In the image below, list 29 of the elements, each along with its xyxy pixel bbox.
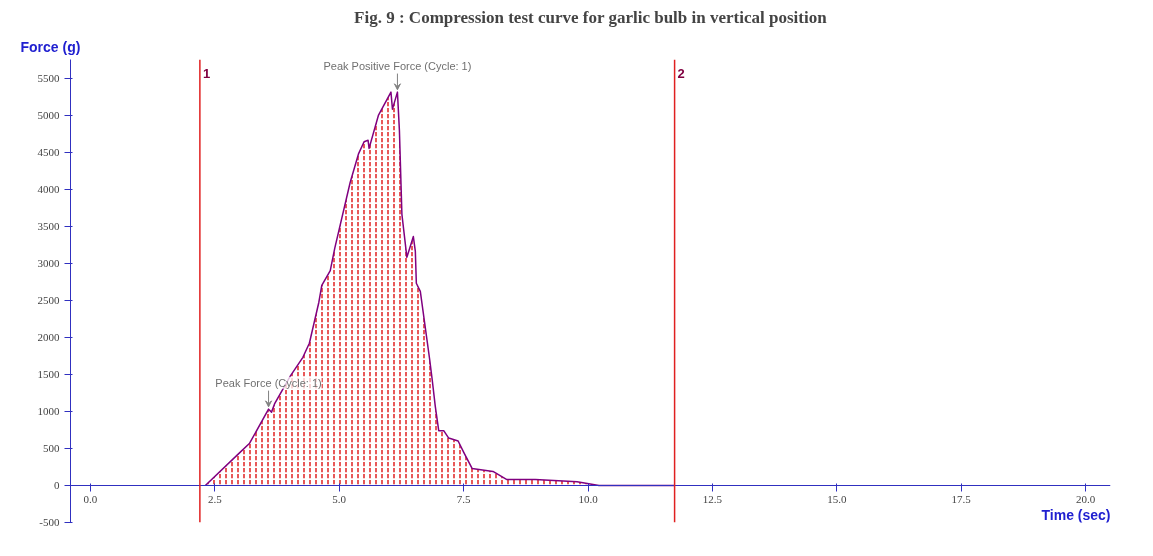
annotation: 1 [202, 65, 211, 81]
annotation: 2 [677, 65, 685, 81]
y-tick-label: 1500 [37, 367, 60, 380]
x-tick-label: 7.5 [456, 493, 471, 506]
y-tick-label: 500 [43, 441, 60, 454]
x-tick-label: 10.0 [578, 493, 599, 506]
x-tick-label: 20.0 [1075, 493, 1096, 506]
y-tick-label: 4000 [37, 182, 60, 195]
chart-title: Fig. 9 : Compression test curve for garlic bulb in vertical position [354, 7, 828, 27]
y-tick-label: 4500 [37, 145, 60, 158]
y-tick-label: 1000 [37, 404, 60, 417]
x-tick-label: 2.5 [207, 493, 223, 506]
x-tick-label: 12.5 [702, 493, 723, 506]
y-tick-label: 5500 [37, 71, 60, 84]
x-tick-label: 5.0 [332, 493, 347, 506]
y-tick-label: 3000 [37, 256, 60, 269]
y-tick-label: -500 [39, 516, 60, 528]
y-tick-label: 5000 [37, 108, 60, 121]
y-tick-label: 0 [54, 478, 60, 491]
y-axis-title: Force (g) [20, 38, 81, 55]
x-tick-label: 17.5 [951, 493, 972, 506]
annotation: Peak Positive Force (Cycle: 1) [323, 59, 472, 72]
x-axis-title: Time (sec) [1041, 506, 1111, 523]
annotation: Peak Force (Cycle: 1) [215, 376, 322, 389]
x-tick-label: 0.0 [83, 493, 98, 506]
y-tick-label: 3500 [37, 219, 60, 232]
x-tick-label: 15.0 [827, 493, 847, 506]
y-tick-label: 2500 [37, 293, 60, 306]
y-tick-label: 2000 [37, 330, 60, 343]
